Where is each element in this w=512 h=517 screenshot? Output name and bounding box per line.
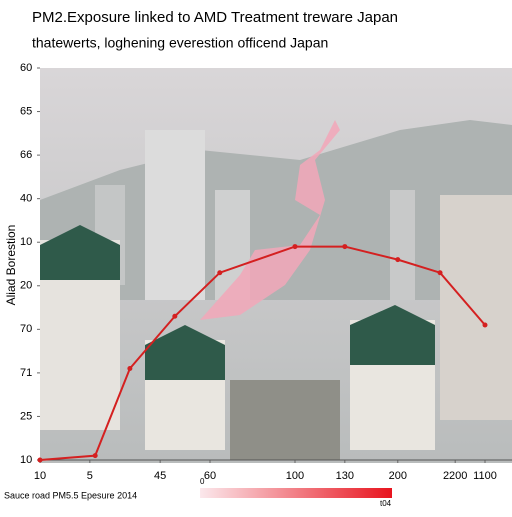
source: Sauce road PM5.5 Epesure 2014 xyxy=(4,490,137,500)
point xyxy=(342,244,348,250)
chart-subtitle: thatewerts, loghening everestion officen… xyxy=(32,35,328,51)
y-tick-label: 66 xyxy=(20,149,32,161)
chart-title: PM2.Exposure linked to AMD Treatment tre… xyxy=(32,9,398,26)
point xyxy=(292,244,298,250)
y-tick-label: 71 xyxy=(20,367,32,379)
y-tick-label: 25 xyxy=(20,410,32,422)
y-tick-label: 10 xyxy=(20,454,32,466)
y-axis-label: Aliad Borestion xyxy=(4,225,18,306)
y-tick-label: 65 xyxy=(20,105,32,117)
y-tick-label: 70 xyxy=(20,323,32,335)
colorbar-label: 0 xyxy=(200,477,205,486)
y-tick-label: 40 xyxy=(20,193,32,205)
point xyxy=(395,257,401,263)
colorbar xyxy=(200,488,392,498)
point xyxy=(127,366,133,372)
x-tick-label: 2200 xyxy=(443,470,467,482)
x-tick-label: 45 xyxy=(154,470,166,482)
x-tick-label: 1100 xyxy=(473,470,497,482)
colorbar-label: t04 xyxy=(380,499,392,508)
point xyxy=(37,457,43,463)
point xyxy=(437,270,443,276)
x-tick-label: 200 xyxy=(389,470,407,482)
x-tick-label: 130 xyxy=(336,470,354,482)
x-tick-label: 100 xyxy=(286,470,304,482)
y-tick-label: 20 xyxy=(20,280,32,292)
x-tick-label: 5 xyxy=(87,470,93,482)
y-tick-label: 60 xyxy=(20,62,32,74)
line-series xyxy=(39,245,486,461)
background-photo xyxy=(40,68,512,463)
point xyxy=(482,322,488,328)
x-tick-label: 60 xyxy=(204,470,216,482)
point xyxy=(172,313,178,319)
y-tick-label: 10 xyxy=(20,236,32,248)
point xyxy=(92,453,98,459)
point xyxy=(217,270,223,276)
x-tick-label: 10 xyxy=(34,470,46,482)
